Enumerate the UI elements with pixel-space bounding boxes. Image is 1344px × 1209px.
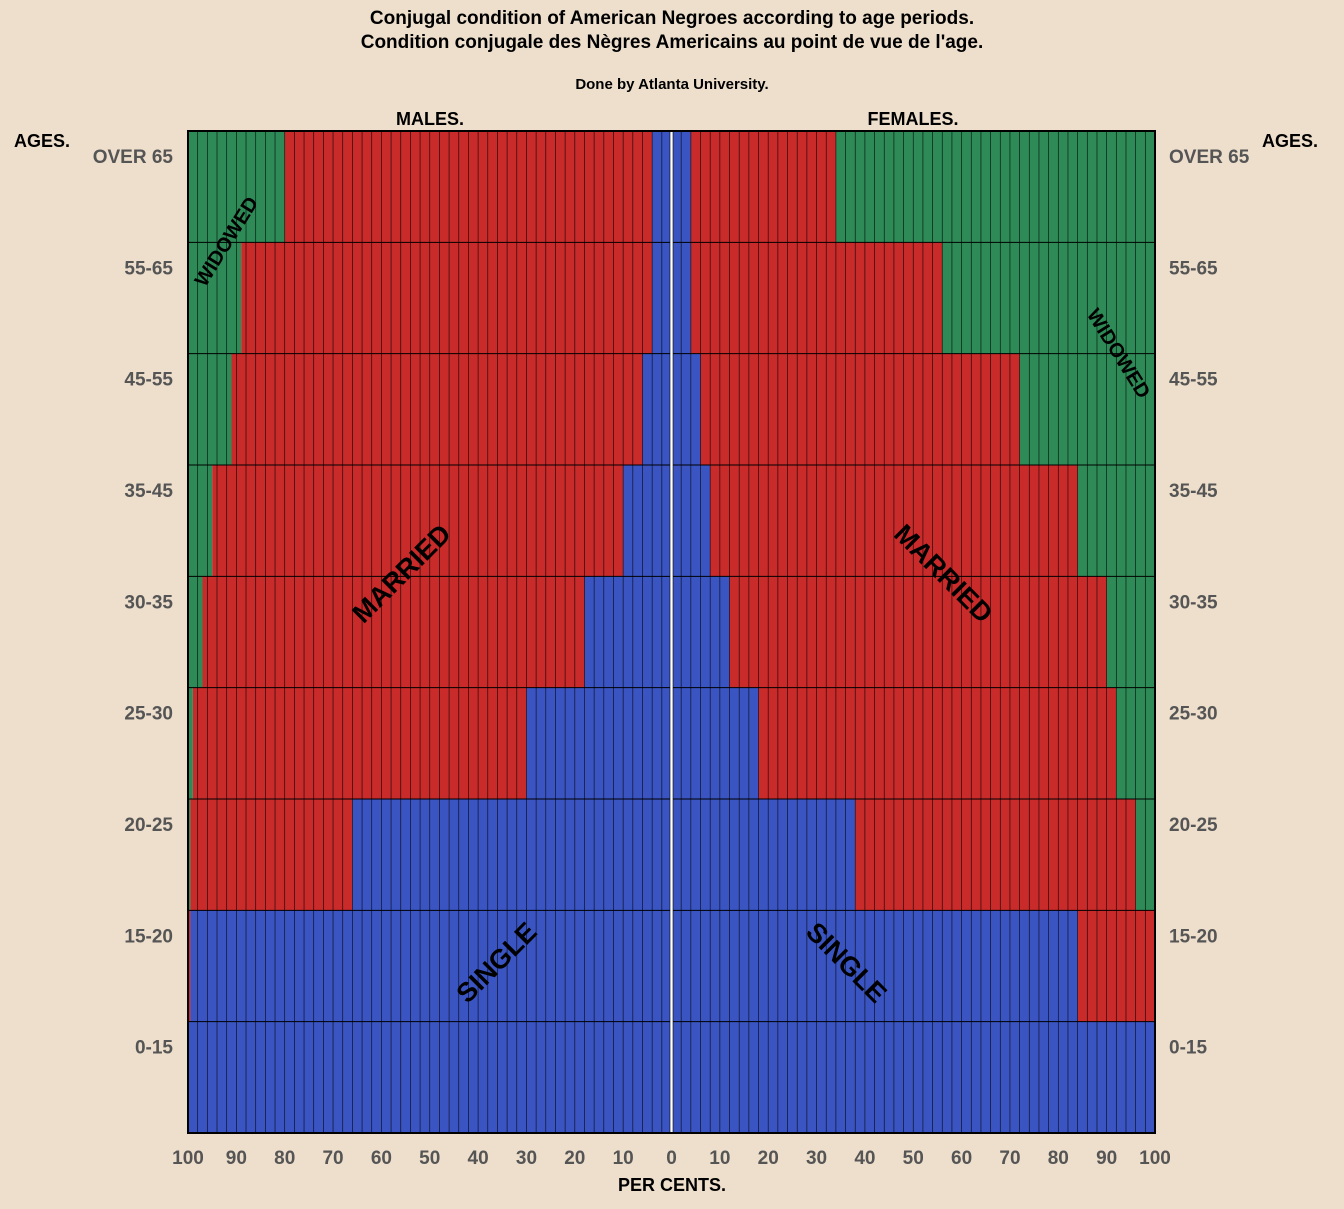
bar-male-single-5 [526, 687, 672, 799]
x-tick-label: 10 [709, 1148, 730, 1169]
bar-male-married-1 [241, 242, 653, 354]
x-tick-label: 70 [322, 1148, 343, 1169]
x-tick-label: 30 [806, 1148, 827, 1169]
bar-female-single-2 [671, 353, 701, 465]
chart-frame [187, 130, 1156, 1134]
bar-female-married-2 [700, 353, 1020, 465]
x-tick-label: 40 [468, 1148, 489, 1169]
bar-male-married-6 [190, 799, 353, 911]
age-label-right: 25-30 [1169, 704, 1218, 725]
age-label-right: 35-45 [1169, 481, 1218, 502]
bar-female-married-6 [855, 799, 1136, 911]
ages-header-right: AGES. [1262, 131, 1318, 151]
x-tick-label: 80 [274, 1148, 295, 1169]
x-tick-label: 30 [516, 1148, 537, 1169]
age-label-right: 45-55 [1169, 370, 1218, 391]
bar-female-widowed-4 [1106, 576, 1155, 688]
bar-male-married-5 [192, 687, 527, 799]
age-label-left: 0-15 [135, 1038, 173, 1059]
bar-male-married-2 [231, 353, 643, 465]
age-label-right: 55-65 [1169, 258, 1218, 279]
x-tick-label: 60 [371, 1148, 392, 1169]
x-tick-label: 20 [564, 1148, 585, 1169]
x-tick-label: 100 [172, 1148, 204, 1169]
age-label-left: 45-55 [124, 370, 173, 391]
x-tick-label: 90 [226, 1148, 247, 1169]
bar-female-single-6 [671, 799, 856, 911]
bar-male-widowed-1 [188, 242, 242, 354]
age-label-left: 35-45 [124, 481, 173, 502]
females-header: FEMALES. [867, 109, 958, 129]
bar-male-widowed-6 [188, 799, 191, 911]
chart-subtitle: Condition conjugale des Nègres Americain… [360, 32, 984, 53]
age-label-left: 30-35 [124, 592, 173, 613]
x-tick-label: 70 [999, 1148, 1020, 1169]
bar-male-widowed-4 [188, 576, 203, 688]
x-tick-label: 10 [613, 1148, 634, 1169]
x-tick-label: 80 [1048, 1148, 1069, 1169]
bar-male-single-3 [623, 465, 672, 577]
bar-male-single-4 [584, 576, 672, 688]
age-label-right: 30-35 [1169, 592, 1218, 613]
x-tick-label: 60 [951, 1148, 972, 1169]
bar-female-single-5 [671, 687, 759, 799]
chart-title: Conjugal condition of American Negroes a… [369, 8, 975, 29]
age-label-left: 15-20 [124, 926, 173, 947]
age-label-right: 20-25 [1169, 815, 1218, 836]
bar-male-married-3 [212, 465, 624, 577]
bar-female-married-5 [758, 687, 1117, 799]
bar-male-single-2 [642, 353, 672, 465]
x-tick-label: 0 [666, 1148, 677, 1169]
vertical-grid-lines [197, 131, 1146, 1133]
chart-credit: Done by Atlanta University. [575, 76, 769, 93]
males-header: MALES. [396, 109, 464, 129]
center-divider [669, 130, 674, 1134]
bar-male-widowed-5 [188, 687, 193, 799]
age-label-left: 55-65 [124, 258, 173, 279]
age-label-left: 20-25 [124, 815, 173, 836]
age-label-left: OVER 65 [93, 147, 174, 168]
age-label-right: 0-15 [1169, 1038, 1207, 1059]
x-tick-label: 50 [903, 1148, 924, 1169]
labels-group: OVER 65 OVER 65 55-65 55-65 45-55 45-55 35-45 3… [93, 147, 1250, 1169]
bar-male-single-6 [352, 799, 672, 911]
grid-lines [187, 130, 1156, 1134]
bar-male-married-7 [188, 910, 191, 1022]
ages-header-left: AGES. [14, 131, 70, 151]
x-tick-label: 20 [758, 1148, 779, 1169]
x-axis-label: PER CENTS. [618, 1175, 726, 1195]
x-tick-label: 100 [1139, 1148, 1171, 1169]
bar-male-single-7 [190, 910, 672, 1022]
x-tick-label: 50 [419, 1148, 440, 1169]
x-tick-label: 90 [1096, 1148, 1117, 1169]
bar-male-widowed-3 [188, 465, 213, 577]
age-label-right: 15-20 [1169, 926, 1218, 947]
age-label-left: 25-30 [124, 704, 173, 725]
bar-male-widowed-2 [188, 353, 232, 465]
bar-female-married-0 [690, 131, 836, 243]
x-tick-label: 40 [854, 1148, 875, 1169]
bar-male-married-4 [202, 576, 585, 688]
bar-female-married-4 [729, 576, 1107, 688]
age-label-right: OVER 65 [1169, 147, 1250, 168]
bar-female-widowed-0 [835, 131, 1155, 243]
